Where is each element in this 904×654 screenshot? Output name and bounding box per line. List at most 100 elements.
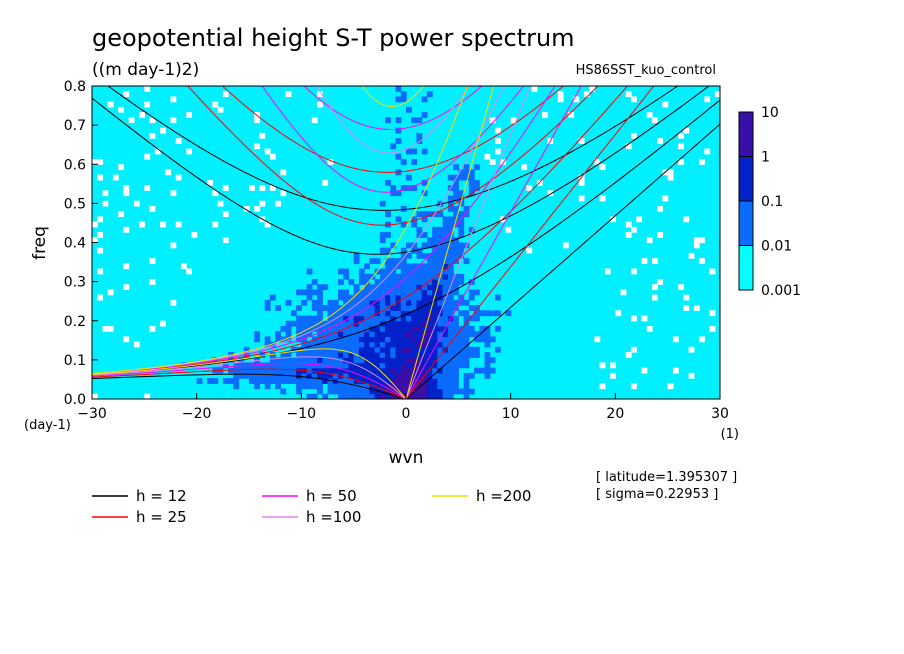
y-tick-label: 0.2 [64,314,86,330]
spectrum-cell [269,341,276,348]
spectrum-cell [186,148,193,155]
spectrum-cell [369,294,376,301]
spectrum-cell [484,310,491,317]
spectrum-cell [296,331,302,337]
spectrum-cell [306,357,313,364]
spectrum-cell [406,106,412,113]
spectrum-cell [411,352,418,358]
spectrum-cell [254,362,261,369]
spectrum-cell [332,383,339,390]
spectrum-cell [421,96,428,103]
spectrum-cell [233,372,240,379]
spectrum-cell [625,352,632,358]
spectrum-cell [317,315,323,322]
spectrum-cell [343,331,350,337]
spectrum-cell [395,86,402,92]
plot-area [91,85,721,400]
spectrum-cell [620,289,627,296]
spectrum-cell [416,268,423,275]
spectrum-cell [500,159,507,165]
spectrum-cell [474,336,480,343]
spectrum-cell [421,310,428,317]
spectrum-cell [186,112,193,118]
spectrum-cell [479,336,486,343]
spectrum-cell [442,372,449,379]
spectrum-cell [275,357,281,364]
spectrum-cell [390,294,397,301]
spectrum-cell [123,190,130,197]
spectrum-cell [269,294,276,301]
spectrum-cell [453,195,459,202]
spectrum-cell [426,357,433,364]
spectrum-cell [337,367,344,374]
spectrum-cell [442,336,449,343]
spectrum-cell [390,263,397,270]
spectrum-cell [390,185,397,191]
spectrum-cell [599,362,606,369]
spectrum-cell [275,362,281,369]
spectrum-cell [212,101,219,108]
spectrum-cell [557,96,564,103]
spectrum-cell [369,372,376,379]
spectrum-cell [332,331,339,337]
spectrum-cell [343,336,350,343]
spectrum-cell [437,279,444,285]
spectrum-cell [641,258,648,264]
spectrum-cell [358,268,365,275]
spectrum-cell [468,352,475,358]
spectrum-cell [296,325,302,332]
spectrum-cell [374,336,381,343]
spectrum-cell [432,268,438,275]
spectrum-cell [170,242,177,249]
spectrum-cell [118,211,124,218]
spectrum-cell [400,263,407,270]
spectrum-cell [364,284,370,291]
spectrum-cell [364,299,370,306]
spectrum-cell [437,388,444,395]
spectrum-cell [222,237,229,244]
spectrum-cell [123,284,130,291]
spectrum-cell [426,91,433,98]
spectrum-cell [337,393,344,399]
spectrum-cell [311,393,318,399]
spectrum-cell [432,232,438,238]
dispersion-curve [92,368,407,399]
spectrum-cell [678,143,684,150]
spectrum-cell [447,341,454,348]
spectrum-cell [421,367,428,374]
spectrum-cell [358,352,365,358]
spectrum-cell [306,393,313,399]
spectrum-cell [583,91,590,98]
spectrum-cell [139,221,145,228]
spectrum-cell [458,299,465,306]
spectrum-cell [337,331,344,337]
spectrum-cell [322,352,329,358]
spectrum-cell [249,372,255,379]
spectrum-cell [264,372,271,379]
spectrum-cell [395,284,402,291]
spectrum-cell [610,362,616,369]
spectrum-cell [379,325,386,332]
spectrum-cell [385,232,391,238]
spectrum-cell [358,294,365,301]
spectrum-cell [395,378,402,384]
spectrum-cell [699,258,705,264]
spectrum-cell [699,237,705,244]
spectrum-cell [432,305,438,311]
spectrum-cell [233,378,240,384]
spectrum-cell [296,289,302,296]
spectrum-cell [385,393,391,399]
dispersion-curve [92,363,407,399]
spectrum-cell [416,357,423,364]
spectrum-cell [432,372,438,379]
spectrum-cell [317,289,323,296]
spectrum-cell [233,367,240,374]
spectrum-cell [317,388,323,395]
spectrum-cell [400,247,407,254]
spectrum-cell [374,305,381,311]
spectrum-cell [269,367,276,374]
spectrum-cell [442,299,449,306]
spectrum-cell [683,127,690,134]
spectrum-cell [353,336,360,343]
spectrum-cell [92,237,98,244]
